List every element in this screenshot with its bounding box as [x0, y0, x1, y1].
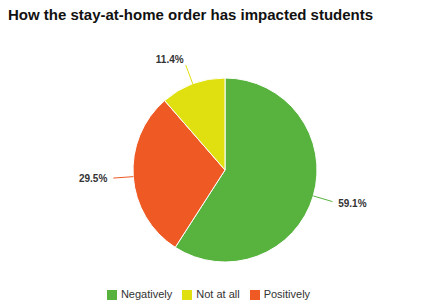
html-text:Positively: Positively: [263, 287, 311, 300]
html-text:Negatively: Negatively: [120, 287, 173, 300]
svg-text:29.5%: 29.5%: [79, 173, 107, 184]
html-text:How the stay-at-home order has: How the stay-at-home order has impacted …: [8, 6, 374, 23]
svg-text:59.1%: 59.1%: [338, 198, 366, 209]
html-text:Not at all: Not at all: [196, 287, 240, 300]
svg-text:11.4%: 11.4%: [156, 54, 184, 65]
